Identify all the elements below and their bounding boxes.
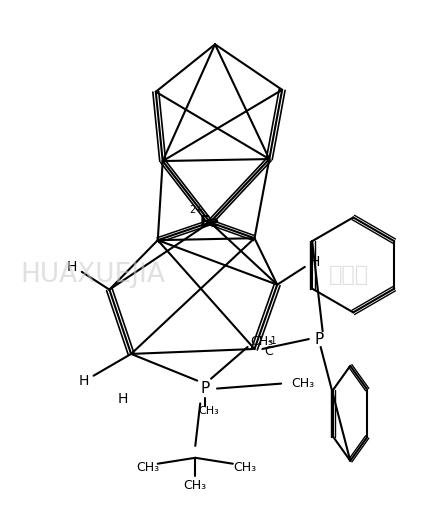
Text: H: H xyxy=(118,392,129,407)
Text: H: H xyxy=(310,255,320,269)
Text: CH₃: CH₃ xyxy=(291,377,314,390)
Text: C: C xyxy=(264,346,273,358)
Text: P: P xyxy=(314,332,323,347)
Text: -1: -1 xyxy=(268,336,277,346)
Text: Fe: Fe xyxy=(200,215,220,230)
Text: CH₃: CH₃ xyxy=(250,334,273,348)
Text: P: P xyxy=(200,381,210,396)
Text: CH₃: CH₃ xyxy=(184,479,207,492)
Text: H: H xyxy=(78,374,89,388)
Text: 化学加: 化学加 xyxy=(329,265,368,285)
Text: 2+: 2+ xyxy=(189,204,204,215)
Text: CH₃: CH₃ xyxy=(199,407,220,416)
Text: CH₃: CH₃ xyxy=(136,461,159,474)
Text: HUAXUEJIA: HUAXUEJIA xyxy=(20,262,165,288)
Text: H: H xyxy=(67,260,77,274)
Text: CH₃: CH₃ xyxy=(233,461,256,474)
